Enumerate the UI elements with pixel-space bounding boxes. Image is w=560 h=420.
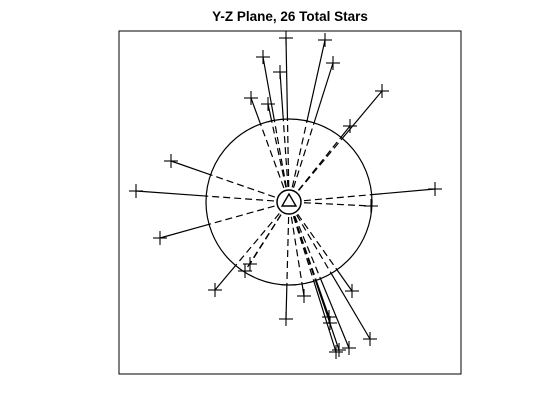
star-dashed-line-12: [303, 194, 372, 202]
star-solid-line-11: [135, 190, 207, 197]
star-dashed-line-26: [293, 215, 317, 281]
star-dashed-line-5: [282, 119, 289, 188]
center-triangle-icon: [280, 192, 298, 207]
star-dashed-line-6: [298, 137, 343, 191]
star-marker-24: [342, 341, 356, 355]
star-lines: [135, 37, 436, 353]
star-marker-6: [375, 84, 389, 98]
plot-frame: [118, 30, 462, 375]
star-dashed-line-9: [297, 136, 342, 191]
star-marker-17: [208, 283, 222, 297]
center-circle: [276, 189, 302, 215]
star-marker-19: [297, 289, 311, 303]
star-solid-line-12: [371, 188, 436, 196]
star-dashed-line-3: [273, 120, 287, 188]
star-marker-14: [153, 231, 167, 245]
star-marker-2: [318, 33, 332, 47]
star-solid-line-24: [319, 278, 350, 349]
star-marker-5: [273, 65, 287, 79]
star-marker-1: [279, 31, 293, 45]
star-marker-26: [322, 310, 336, 324]
star-marker-16: [238, 264, 252, 278]
star-solid-line-5: [279, 71, 284, 120]
star-solid-line-6: [341, 90, 383, 139]
star-solid-line-10: [170, 160, 211, 176]
star-dashed-line-18: [297, 213, 338, 271]
star-marker-21: [323, 316, 337, 330]
star-solid-line-1: [285, 37, 289, 120]
star-solid-line-26: [315, 280, 330, 318]
star-marker-13: [364, 199, 378, 213]
star-marker-25: [329, 345, 343, 359]
star-dashed-line-7: [259, 123, 285, 189]
star-dashed-line-11: [206, 195, 275, 202]
star-dashed-line-14: [208, 205, 275, 225]
star-marker-12: [428, 182, 442, 196]
star-dashed-line-1: [286, 119, 290, 188]
star-markers: [129, 31, 442, 359]
star-dashed-line-17: [235, 213, 280, 266]
chart-title: Y-Z Plane, 26 Total Stars: [212, 9, 368, 24]
star-marker-7: [244, 91, 258, 105]
star-solid-line-18: [336, 269, 353, 292]
star-marker-10: [164, 154, 178, 168]
star-dashed-line-25: [292, 216, 315, 282]
outer-circle: [205, 118, 373, 286]
star-marker-22: [363, 332, 377, 346]
star-dashed-line-16: [244, 214, 282, 272]
star-dashed-line-20: [286, 216, 290, 285]
star-solid-line-9: [340, 125, 351, 138]
star-marker-18: [345, 284, 359, 298]
star-marker-3: [256, 50, 270, 64]
star-solid-line-7: [250, 97, 262, 125]
star-dashed-line-8: [271, 120, 287, 188]
star-marker-4: [326, 56, 340, 70]
star-marker-11: [129, 184, 143, 198]
star-solid-line-8: [267, 103, 273, 121]
star-marker-23: [332, 343, 346, 357]
star-dashed-line-2: [291, 120, 308, 188]
star-dashed-line-13: [303, 202, 372, 207]
star-dashed-line-4: [292, 122, 315, 188]
star-marker-20: [279, 312, 293, 326]
star-solid-line-3: [262, 56, 275, 121]
star-solid-line-23: [314, 280, 340, 351]
star-solid-line-17: [214, 265, 237, 291]
star-solid-line-2: [306, 39, 326, 122]
star-marker-9: [343, 119, 357, 133]
star-dashed-line-19: [290, 216, 303, 285]
star-dashed-line-10: [210, 174, 276, 198]
star-marker-8: [261, 97, 275, 111]
star-dashed-line-22: [296, 214, 332, 274]
star-solid-line-4: [313, 62, 334, 124]
star-dashed-line-24: [294, 215, 322, 279]
star-solid-line-22: [330, 273, 371, 340]
star-solid-line-14: [159, 223, 210, 239]
